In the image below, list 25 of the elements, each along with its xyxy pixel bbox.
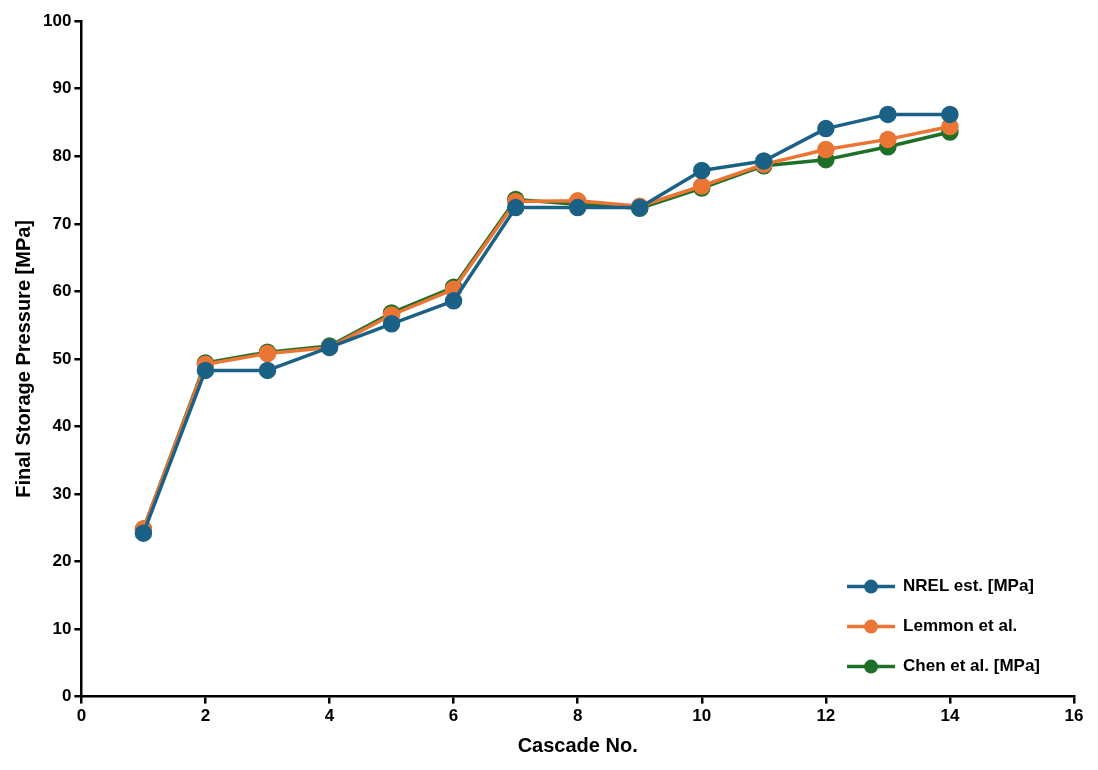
y-tick-label: 20 <box>52 551 72 571</box>
x-tick-label: 16 <box>1064 706 1084 726</box>
x-tick-label: 4 <box>324 706 335 726</box>
x-tick-label: 10 <box>692 706 712 726</box>
y-tick-label: 30 <box>52 483 72 503</box>
legend-label: Lemmon et al. <box>903 616 1018 636</box>
y-axis-title: Final Storage Pressure [MPa] <box>11 219 34 498</box>
y-tick-label: 60 <box>52 281 72 301</box>
x-tick-label: 0 <box>76 706 87 726</box>
y-tick-label: 40 <box>52 416 72 436</box>
y-tick-label: 90 <box>52 78 72 98</box>
x-tick-label: 2 <box>200 706 211 726</box>
x-tick-label: 6 <box>448 706 459 726</box>
y-tick-label: 100 <box>42 10 72 30</box>
y-tick-label: 10 <box>52 618 72 638</box>
y-tick-label: 80 <box>52 145 72 165</box>
y-tick-label: 0 <box>61 686 72 706</box>
x-tick-label: 12 <box>816 706 836 726</box>
y-tick-label: 50 <box>52 348 72 368</box>
x-axis-title: Cascade No. <box>517 733 638 756</box>
x-tick-label: 14 <box>940 706 960 726</box>
x-tick-label: 8 <box>572 706 583 726</box>
y-tick-label: 70 <box>52 213 72 233</box>
legend-label: NREL est. [MPa] <box>903 576 1035 596</box>
legend-label: Chen et al. [MPa] <box>903 656 1041 676</box>
